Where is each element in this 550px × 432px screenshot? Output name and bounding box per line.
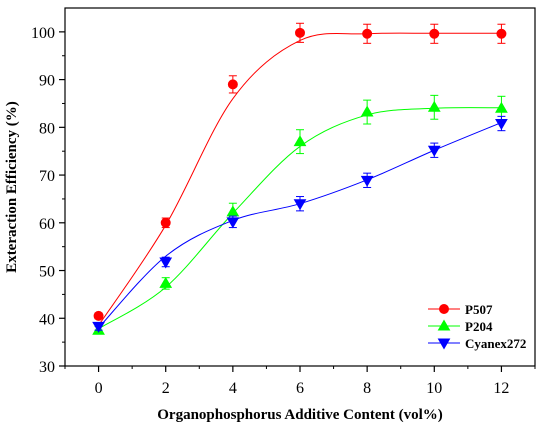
data-point (496, 28, 507, 39)
x-tick-label: 4 (229, 380, 237, 397)
series-p507 (93, 22, 507, 326)
data-point (227, 79, 238, 90)
x-tick-label: 2 (162, 380, 170, 397)
y-tick-label: 60 (39, 216, 55, 233)
series-cyanex272 (92, 115, 508, 333)
data-point (226, 205, 240, 217)
x-tick-label: 6 (296, 380, 304, 397)
data-point (429, 28, 440, 39)
legend-marker (437, 319, 451, 331)
data-point (226, 217, 240, 229)
y-axis-ticks: 30 40 50 60 70 80 90 100 (31, 25, 65, 376)
x-tick-label: 0 (95, 380, 103, 397)
fit-line (98, 32, 502, 326)
x-axis-ticks: 0 2 4 6 8 10 12 (64, 366, 536, 397)
y-tick-label: 40 (39, 311, 55, 328)
legend-item-p507: P507 (428, 302, 493, 317)
legend-label: Cyanex272 (465, 336, 526, 351)
legend-marker (437, 338, 451, 350)
data-point (293, 199, 307, 211)
legend-marker (439, 304, 449, 314)
legend-item-p204: P204 (428, 319, 493, 334)
x-axis-title: Organophosphorus Additive Content (vol%) (157, 407, 442, 423)
legend-label: P507 (465, 302, 493, 317)
y-tick-label: 80 (39, 120, 55, 137)
data-point (360, 105, 374, 117)
data-point (362, 28, 373, 39)
y-tick-label: 90 (39, 73, 55, 90)
data-point (93, 310, 104, 321)
x-tick-label: 12 (493, 380, 509, 397)
y-tick-label: 30 (39, 359, 55, 376)
data-point (293, 135, 307, 147)
data-point (360, 175, 374, 187)
x-tick-label: 8 (363, 380, 371, 397)
x-tick-label: 10 (426, 380, 442, 397)
y-tick-label: 50 (39, 264, 55, 281)
series-p204 (92, 94, 508, 335)
data-point (427, 145, 441, 157)
data-point (295, 27, 305, 38)
data-point (495, 101, 508, 113)
data-point (159, 276, 173, 288)
legend: P507 P204 Cyanex272 (428, 302, 526, 351)
y-axis-title: Exteraction Efficiency (%) (4, 101, 20, 273)
y-tick-label: 100 (31, 25, 55, 42)
legend-item-cyanex272: Cyanex272 (428, 336, 526, 351)
data-point (92, 321, 105, 333)
legend-label: P204 (465, 319, 493, 334)
data-point (160, 217, 171, 228)
data-point (159, 257, 173, 269)
series-layer (92, 22, 508, 335)
data-point (495, 119, 508, 131)
y-tick-label: 70 (39, 168, 55, 185)
data-point (427, 100, 441, 112)
